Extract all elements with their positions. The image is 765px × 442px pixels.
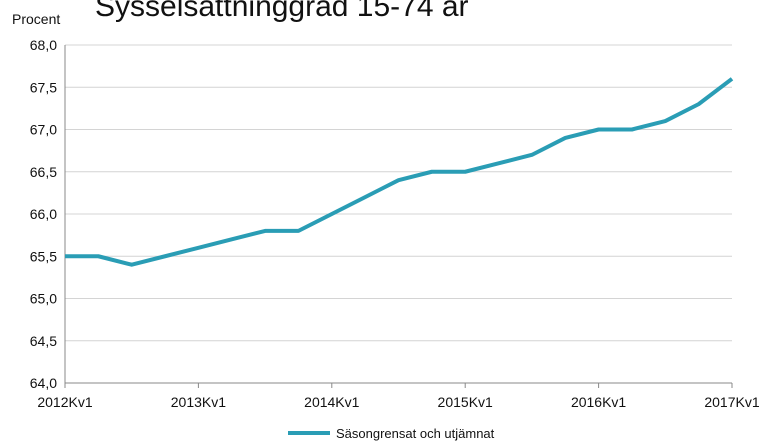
chart-title: Sysselsättninggrad 15-74 år: [95, 0, 469, 23]
x-tick-label: 2012Kv1: [37, 394, 92, 410]
y-tick-label: 68,0: [30, 37, 57, 53]
data-line: [65, 77, 734, 267]
y-tick-label: 67,0: [30, 122, 57, 138]
y-axis-label: Procent: [12, 11, 60, 27]
y-tick-label: 65,0: [30, 291, 57, 307]
y-tick-label: 64,0: [30, 375, 57, 391]
x-tick-label: 2017Kv1: [704, 394, 759, 410]
x-tick-label: 2013Kv1: [171, 394, 226, 410]
y-tick-label: 66,0: [30, 206, 57, 222]
legend-label: Säsongrensat och utjämnat: [336, 426, 495, 441]
x-tick-label: 2014Kv1: [304, 394, 359, 410]
y-tick-label: 66,5: [30, 164, 57, 180]
y-tick-label: 67,5: [30, 79, 57, 95]
x-tick-label: 2016Kv1: [571, 394, 626, 410]
y-tick-label: 64,5: [30, 333, 57, 349]
y-tick-label: 65,5: [30, 248, 57, 264]
x-tick-label: 2015Kv1: [438, 394, 493, 410]
